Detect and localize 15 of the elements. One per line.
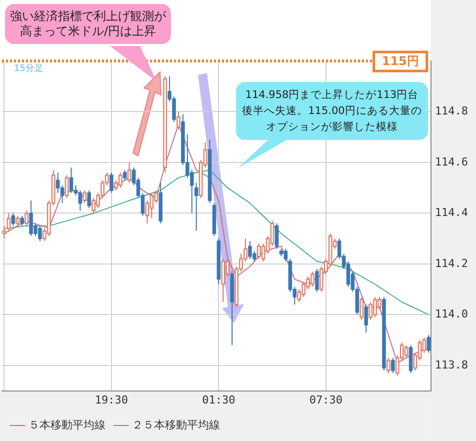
x-tick-label: 07:30: [309, 393, 342, 406]
y-tick-label: 114.8: [434, 104, 468, 118]
legend-label: ２５本移動平均線: [132, 418, 220, 432]
annotation: 15分足: [14, 62, 44, 76]
ref-line-label: 115円: [382, 54, 419, 68]
text: 強い経済指標で利上げ観測が高まって米ドル/円は上昇: [5, 4, 171, 44]
y-tick-label: 114.0: [434, 308, 468, 321]
x-tick-label: 01:30: [202, 393, 236, 406]
x-tick-label: 19:30: [94, 393, 128, 406]
legend-label: ５本移動平均線: [28, 418, 106, 432]
y-tick-label: 114.2: [434, 256, 468, 270]
y-tick-label: 113.8: [434, 358, 468, 372]
y-tick-label: 114.4: [434, 206, 468, 220]
annotation: 114.958円まで上昇したが113円台後半へ失速。115.00円にある大量のオプションが影響した模様: [236, 82, 428, 140]
y-tick-label: 114.6: [434, 155, 468, 168]
